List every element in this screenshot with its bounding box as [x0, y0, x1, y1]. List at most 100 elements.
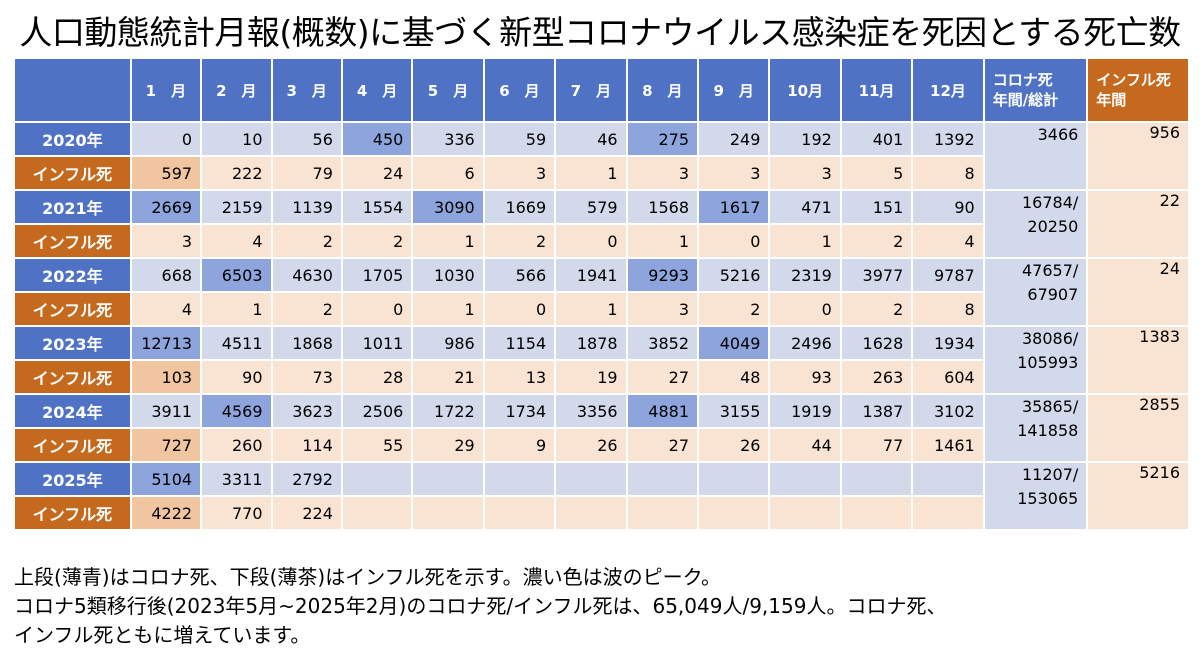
covid-cell: 1705: [340, 257, 414, 293]
flu-label: インフル死: [13, 291, 132, 327]
covid-cumulative-value: 20250: [1027, 217, 1079, 236]
covid-cell: 249: [696, 121, 771, 157]
flu-cell: 770: [200, 495, 273, 531]
flu-cell: 13: [482, 359, 557, 395]
flu-cell: 114: [270, 427, 343, 463]
covid-cell: 2159: [200, 189, 273, 225]
month-header: 1 月: [129, 57, 203, 123]
flu-annual-cell: 5216: [1086, 461, 1190, 531]
covid-cell: [911, 461, 985, 497]
flu-cell: [411, 495, 485, 531]
covid-cell: 3356: [554, 393, 628, 429]
flu-cell: 0: [482, 291, 557, 327]
flu-cell: 224: [270, 495, 343, 531]
covid-cell: 2319: [768, 257, 842, 293]
covid-cell: 1669: [482, 189, 557, 225]
flu-label: インフル死: [13, 223, 132, 259]
covid-cell: 2669: [129, 189, 203, 225]
footnote-line: インフル死ともに増えています。: [14, 623, 311, 647]
flu-cell: 27: [625, 427, 700, 463]
covid-total-value: 11207/: [1022, 465, 1079, 484]
covid-total-cell: 3466: [982, 121, 1089, 191]
flu-cell: 597: [129, 155, 203, 191]
flu-cell: 19: [554, 359, 628, 395]
covid-cell: 579: [554, 189, 628, 225]
covid-total-value: 3466: [1037, 125, 1079, 144]
flu-cell: 3: [482, 155, 557, 191]
flu-annual-header-line2: 年間: [1096, 91, 1127, 109]
flu-cell: 2: [839, 291, 914, 327]
flu-annual-header: インフル死 年間: [1086, 57, 1190, 123]
flu-cell: 4: [129, 291, 203, 327]
covid-cell: [340, 461, 414, 497]
flu-row: インフル死 4 1 2 0 1 0 1 3 2 0 2 8: [13, 291, 1189, 327]
covid-total-cell: 16784/20250: [982, 189, 1089, 259]
covid-cell: 3102: [911, 393, 985, 429]
covid-cell: 192: [768, 121, 842, 157]
covid-cell: 90: [911, 189, 985, 225]
flu-cell: 21: [411, 359, 485, 395]
table-body: 2020年 0 10 56 450 336 59 46 275 249 192 401 1392 3466…: [13, 121, 1190, 531]
covid-total-value: 47657/: [1022, 261, 1079, 280]
flu-cell: 4: [911, 223, 985, 259]
covid-cell: 5216: [696, 257, 771, 293]
flu-cell: 77: [839, 427, 914, 463]
covid-cell: 3852: [625, 325, 700, 361]
covid-cell: 4569: [200, 393, 273, 429]
flu-cell: 1: [200, 291, 273, 327]
covid-cell: 59: [482, 121, 557, 157]
flu-row: インフル死 103 90 73 28 21 13 19 27 48 93 263 604: [13, 359, 1189, 395]
covid-cell: 3977: [839, 257, 914, 293]
covid-cell: [839, 461, 914, 497]
flu-annual-cell: 956: [1086, 121, 1190, 191]
flu-cell: 3: [768, 155, 842, 191]
covid-cell: 3155: [696, 393, 771, 429]
covid-cell: 1919: [768, 393, 842, 429]
covid-cell: [768, 461, 842, 497]
flu-cell: [696, 495, 771, 531]
flu-row: インフル死 727 260 114 55 29 9 26 27 26 44 77 1461: [13, 427, 1189, 463]
covid-cell: 566: [482, 257, 557, 293]
flu-cell: 48: [696, 359, 771, 395]
year-label: 2021年: [13, 189, 132, 225]
year-label: 2024年: [13, 393, 132, 429]
covid-cell: 1617: [696, 189, 771, 225]
covid-total-cell: 38086/105993: [982, 325, 1089, 395]
month-header: 3 月: [270, 57, 343, 123]
covid-row: 2020年 0 10 56 450 336 59 46 275 249 192 401 1392 3466…: [13, 121, 1190, 191]
flu-cell: 2: [482, 223, 557, 259]
page-title: 人口動態統計月報(概数)に基づく新型コロナウイルス感染症を死因とする死亡数: [19, 13, 1181, 52]
year-label: 2025年: [13, 461, 132, 497]
flu-cell: 260: [200, 427, 273, 463]
month-header: 6 月: [482, 57, 557, 123]
covid-cell: [696, 461, 771, 497]
year-label: 2022年: [13, 257, 132, 293]
covid-cell: 3623: [270, 393, 343, 429]
covid-cell: 1934: [911, 325, 985, 361]
month-header: 7 月: [554, 57, 628, 123]
covid-total-header-line2: 年間/総計: [992, 91, 1059, 109]
covid-cell: 3911: [129, 393, 203, 429]
covid-row: 2023年 12713 4511 1868 1011 986 1154 1878 3852 404…: [13, 325, 1190, 395]
flu-cell: 24: [340, 155, 414, 191]
flu-cell: 1: [554, 155, 628, 191]
covid-cell: 450: [340, 121, 414, 157]
flu-cell: 1461: [911, 427, 985, 463]
flu-cell: 26: [554, 427, 628, 463]
flu-row: インフル死 3 4 2 2 1 2 0 1 0 1 2 4: [13, 223, 1189, 259]
flu-cell: 73: [270, 359, 343, 395]
flu-label: インフル死: [13, 155, 132, 191]
flu-cell: 93: [768, 359, 842, 395]
flu-row: インフル死 4222 770 224: [13, 495, 1189, 531]
month-header: 4 月: [340, 57, 414, 123]
covid-total-value: 38086/: [1022, 329, 1079, 348]
covid-cell: 1392: [911, 121, 985, 157]
flu-cell: 1: [411, 223, 485, 259]
flu-cell: [482, 495, 557, 531]
header-corner: [13, 57, 132, 123]
year-label: 2020年: [13, 121, 132, 157]
covid-row: 2021年 2669 2159 1139 1554 3090 1669 579 1568 1617…: [13, 189, 1190, 259]
footnote-line: 上段(薄青)はコロナ死、下段(薄茶)はインフル死を示す。濃い色は波のピーク。: [14, 565, 722, 589]
covid-cell: 471: [768, 189, 842, 225]
covid-cell: 1387: [839, 393, 914, 429]
